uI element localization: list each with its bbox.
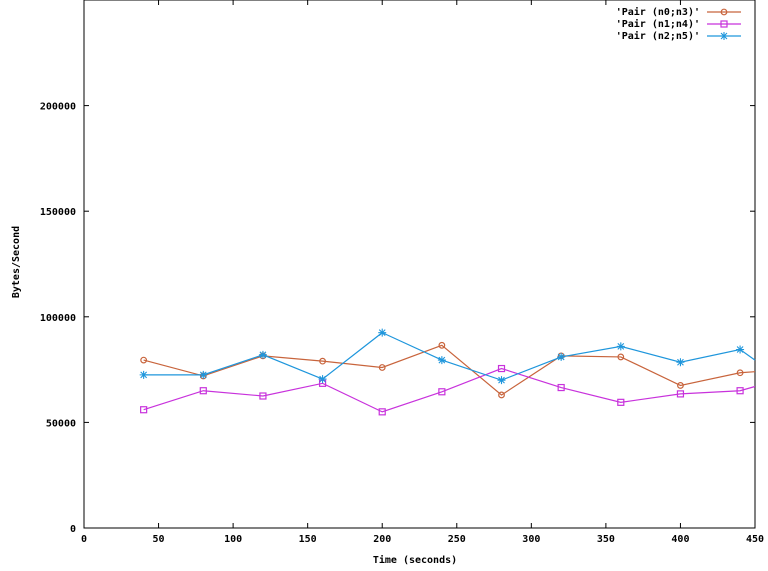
data-point (616, 342, 625, 351)
legend-item-1: 'Pair (n0;n3)' (616, 6, 741, 18)
data-point (319, 357, 326, 365)
x-axis-label: Time (seconds) (373, 554, 457, 566)
y-tick-label: 150000 (40, 207, 76, 218)
data-point (497, 376, 506, 385)
x-axis: 0 50 100 150 200 250 300 350 400 450 (81, 0, 764, 545)
y-tick-label: 0 (70, 524, 76, 535)
x-tick-label: 450 (746, 534, 764, 545)
data-point (676, 390, 685, 398)
legend-item-3: 'Pair (n2;n5)' (616, 30, 741, 42)
data-point (438, 341, 446, 349)
legend-item-2: 'Pair (n1;n4)' (616, 18, 741, 30)
data-point (736, 345, 745, 354)
data-point (318, 375, 327, 384)
data-point (617, 353, 625, 361)
x-tick-label: 400 (671, 534, 689, 545)
plot-border (83, 0, 756, 529)
y-tick-label: 50000 (46, 418, 76, 429)
series-2 (140, 364, 756, 416)
x-tick-label: 100 (224, 534, 242, 545)
data-point (259, 392, 267, 400)
y-axis-label: Bytes/Second (11, 226, 22, 298)
data-point (438, 388, 446, 396)
x-tick-label: 350 (597, 534, 615, 545)
series-line (143, 367, 756, 413)
series-line (143, 331, 756, 381)
series-3 (139, 328, 756, 385)
data-point (139, 370, 148, 379)
y-tick-label: 100000 (40, 313, 76, 324)
data-point (378, 328, 387, 337)
series-layer (139, 328, 756, 416)
series-line (143, 344, 756, 396)
data-point (498, 391, 505, 399)
data-point (617, 398, 625, 406)
legend-marker (720, 20, 728, 28)
plot-frame (83, 0, 756, 529)
data-point (677, 382, 684, 389)
data-point (258, 350, 267, 359)
x-tick-label: 300 (522, 534, 540, 545)
data-point (378, 364, 386, 371)
data-point (557, 352, 566, 361)
legend-label: 'Pair (n0;n3)' (616, 6, 700, 18)
x-tick-label: 50 (153, 534, 165, 545)
data-point (557, 383, 565, 392)
x-tick-label: 150 (299, 534, 317, 545)
legend: 'Pair (n0;n3)''Pair (n1;n4)''Pair (n2;n5… (616, 6, 741, 42)
x-tick-label: 0 (81, 534, 87, 545)
legend-marker (720, 32, 728, 40)
data-point (140, 356, 148, 364)
legend-label: 'Pair (n1;n4)' (616, 18, 700, 30)
data-point (497, 364, 506, 373)
data-point (736, 369, 744, 377)
data-point (676, 358, 685, 367)
x-tick-label: 250 (448, 534, 466, 545)
y-axis: 0 50000 100000 150000 200000 (40, 102, 755, 535)
data-point (199, 387, 207, 395)
data-point (736, 387, 744, 395)
y-tick-label: 200000 (40, 102, 76, 113)
data-point (199, 370, 208, 379)
x-tick-label: 200 (373, 534, 391, 545)
legend-label: 'Pair (n2;n5)' (616, 30, 700, 42)
data-point (437, 356, 446, 365)
data-point (378, 408, 386, 416)
data-point (140, 406, 148, 414)
legend-marker (720, 8, 728, 16)
